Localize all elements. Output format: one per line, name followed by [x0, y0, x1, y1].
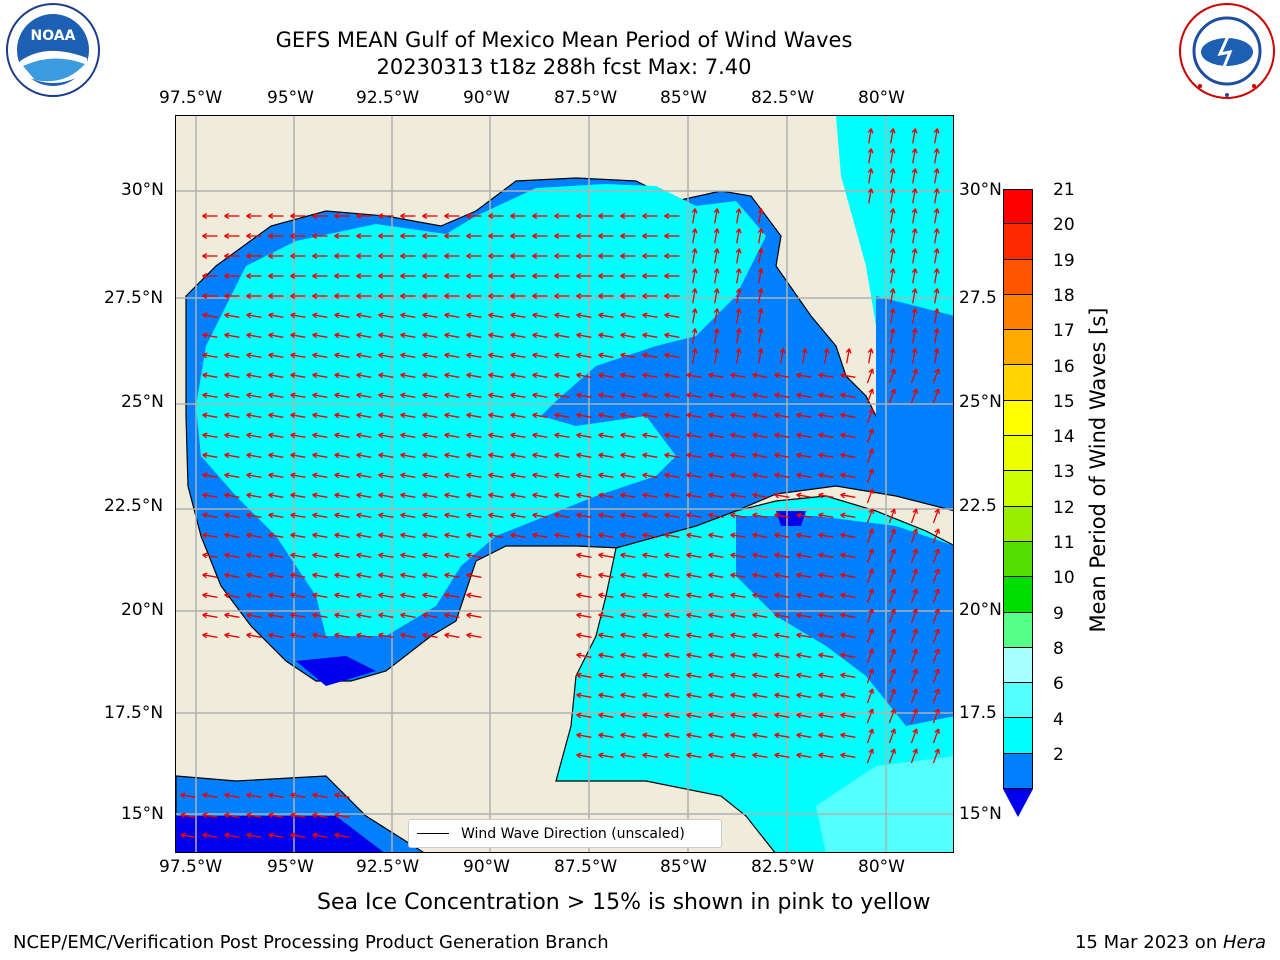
lat-tick-left: 17.5°N	[104, 703, 164, 723]
colorbar-label: 4	[1053, 709, 1064, 730]
lat-tick-left: 15°N	[121, 804, 164, 824]
pacific-deep-region	[176, 816, 384, 852]
colorbar-extend-triangle	[1003, 789, 1033, 818]
colorbar-label: 6	[1053, 674, 1064, 695]
lat-tick-left: 25°N	[121, 392, 164, 412]
colorbar-segment	[1003, 683, 1033, 719]
lon-tick-bottom: 80°W	[858, 857, 905, 877]
lat-tick-right: 17.5	[959, 703, 997, 723]
colorbar-label: 20	[1053, 215, 1075, 236]
lon-tick-top: 82.5°W	[751, 88, 815, 108]
colorbar-label: 14	[1053, 427, 1075, 448]
legend-label: Wind Wave Direction (unscaled)	[461, 825, 685, 842]
colorbar-segment	[1003, 330, 1033, 366]
map-legend: Wind Wave Direction (unscaled)	[408, 819, 722, 848]
lon-tick-bottom: 87.5°W	[554, 857, 618, 877]
lon-tick-top: 85°W	[660, 88, 707, 108]
footer-date: 15 Mar 2023 on Hera	[1075, 932, 1266, 953]
lon-tick-bottom: 92.5°W	[356, 857, 420, 877]
lon-tick-bottom: 97.5°W	[159, 857, 223, 877]
colorbar-label: 15	[1053, 391, 1075, 412]
colorbar-segment	[1003, 577, 1033, 613]
lat-tick-left: 22.5°N	[104, 496, 164, 516]
colorbar-segment	[1003, 400, 1033, 437]
lat-tick-left: 20°N	[121, 600, 164, 620]
lat-tick-right: 27.5	[959, 288, 997, 308]
caribbean-blue-region	[736, 516, 953, 726]
map-panel	[175, 115, 954, 853]
lon-tick-top: 95°W	[267, 88, 314, 108]
bay-campeche-deep	[296, 656, 376, 686]
legend-line-swatch	[417, 833, 449, 834]
colorbar	[1003, 189, 1033, 818]
map-svg	[176, 116, 953, 852]
lon-tick-top: 97.5°W	[159, 88, 223, 108]
colorbar-segment	[1003, 365, 1033, 401]
nws-logo	[1178, 2, 1276, 100]
colorbar-segment	[1003, 753, 1033, 790]
footer-date-text: 15 Mar 2023 on	[1074, 932, 1223, 953]
colorbar-label: 10	[1053, 568, 1075, 589]
colorbar-label: 12	[1053, 497, 1075, 518]
colorbar-label: 19	[1053, 250, 1075, 271]
lat-tick-right: 22.5	[959, 496, 997, 516]
colorbar-segment	[1003, 471, 1033, 507]
lon-tick-top: 87.5°W	[554, 88, 618, 108]
lon-tick-top: 90°W	[463, 88, 510, 108]
lon-tick-bottom: 90°W	[463, 857, 510, 877]
colorbar-segment	[1003, 718, 1033, 754]
colorbar-segment	[1003, 294, 1033, 331]
colorbar-label: 21	[1053, 180, 1075, 200]
lon-tick-bottom: 95°W	[267, 857, 314, 877]
colorbar-label: 18	[1053, 285, 1075, 306]
footer-branch: NCEP/EMC/Verification Post Processing Pr…	[13, 932, 609, 953]
lat-tick-right: 30°N	[959, 180, 1002, 200]
sea-ice-note: Sea Ice Concentration > 15% is shown in …	[317, 890, 931, 915]
caribbean-light-region	[816, 756, 953, 852]
lat-tick-right: 15°N	[959, 804, 1002, 824]
lon-tick-bottom: 82.5°W	[751, 857, 815, 877]
colorbar-segment	[1003, 259, 1033, 295]
colorbar-segment	[1003, 436, 1033, 472]
lon-tick-top: 92.5°W	[356, 88, 420, 108]
lon-tick-top: 80°W	[858, 88, 905, 108]
colorbar-label: 13	[1053, 462, 1075, 483]
lat-tick-left: 30°N	[121, 180, 164, 200]
colorbar-label: 2	[1053, 744, 1064, 765]
lat-tick-right: 20°N	[959, 600, 1002, 620]
colorbar-label: 16	[1053, 356, 1075, 377]
colorbar-label: 8	[1053, 638, 1064, 659]
lat-tick-right: 25°N	[959, 392, 1002, 412]
colorbar-title: Mean Period of Wind Waves [s]	[1086, 307, 1110, 633]
footer-host: Hera	[1222, 932, 1266, 953]
colorbar-label: 9	[1053, 603, 1064, 624]
colorbar-segment	[1003, 612, 1033, 648]
colorbar-label: 11	[1053, 533, 1075, 553]
colorbar-segment	[1003, 541, 1033, 578]
colorbar-segment	[1003, 224, 1033, 260]
chart-title: GEFS MEAN Gulf of Mexico Mean Period of …	[275, 28, 853, 52]
noaa-logo-text: NOAA	[31, 28, 76, 44]
caribbean-deep-pocket	[776, 511, 806, 526]
chart-subtitle-run: 20230313 t18z 288h fcst Max: 7.40	[376, 55, 752, 79]
colorbar-segment	[1003, 189, 1033, 225]
lat-tick-left: 27.5°N	[104, 288, 164, 308]
colorbar-label: 17	[1053, 321, 1075, 342]
colorbar-segment	[1003, 506, 1033, 542]
colorbar-segment	[1003, 647, 1033, 684]
lon-tick-bottom: 85°W	[660, 857, 707, 877]
noaa-logo: NOAA	[5, 2, 101, 98]
